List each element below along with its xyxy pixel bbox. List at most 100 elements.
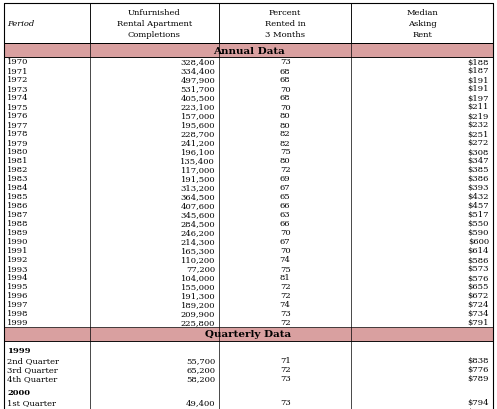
Text: $672: $672 xyxy=(468,292,489,300)
Text: Quarterly Data: Quarterly Data xyxy=(205,330,292,339)
Text: 68: 68 xyxy=(280,67,290,75)
Text: 55,700: 55,700 xyxy=(186,357,215,364)
Text: 191,500: 191,500 xyxy=(180,175,215,183)
Text: 497,900: 497,900 xyxy=(180,76,215,84)
Text: $308: $308 xyxy=(468,148,489,156)
Text: 63: 63 xyxy=(280,211,290,219)
Text: $576: $576 xyxy=(468,274,489,282)
Text: $219: $219 xyxy=(468,112,489,120)
Text: 1990: 1990 xyxy=(7,238,28,246)
Text: $655: $655 xyxy=(468,283,489,291)
Text: $251: $251 xyxy=(468,130,489,138)
Text: 82: 82 xyxy=(280,139,290,147)
Text: 195,600: 195,600 xyxy=(181,121,215,129)
Text: 72: 72 xyxy=(280,292,290,300)
Text: 58,200: 58,200 xyxy=(186,375,215,382)
Text: 223,100: 223,100 xyxy=(181,103,215,111)
Text: 68: 68 xyxy=(280,76,290,84)
Text: $385: $385 xyxy=(468,166,489,174)
Text: 191,300: 191,300 xyxy=(180,292,215,300)
Text: Annual Data: Annual Data xyxy=(213,46,284,55)
Text: 1999: 1999 xyxy=(7,319,28,327)
Text: 1987: 1987 xyxy=(7,211,28,219)
Text: 1999: 1999 xyxy=(7,347,30,355)
Text: 246,200: 246,200 xyxy=(181,229,215,237)
Text: Unfurnished: Unfurnished xyxy=(128,9,181,16)
Text: 209,900: 209,900 xyxy=(181,310,215,318)
Text: 334,400: 334,400 xyxy=(180,67,215,75)
Text: 75: 75 xyxy=(280,148,291,156)
Text: 328,400: 328,400 xyxy=(180,58,215,66)
Text: $188: $188 xyxy=(468,58,489,66)
Text: 4th Quarter: 4th Quarter xyxy=(7,375,57,382)
Text: 65: 65 xyxy=(280,193,290,201)
Text: $734: $734 xyxy=(467,310,489,318)
Text: 1992: 1992 xyxy=(7,256,28,264)
Text: 1st Quarter: 1st Quarter xyxy=(7,398,56,407)
Bar xyxy=(4,4,493,44)
Text: 70: 70 xyxy=(280,247,290,255)
Text: 73: 73 xyxy=(280,310,291,318)
Text: 1973: 1973 xyxy=(7,85,28,93)
Text: $614: $614 xyxy=(468,247,489,255)
Text: 1975: 1975 xyxy=(7,103,28,111)
Text: $432: $432 xyxy=(468,193,489,201)
Text: 66: 66 xyxy=(280,202,290,210)
Text: $191: $191 xyxy=(468,76,489,84)
Text: 313,200: 313,200 xyxy=(181,184,215,192)
Text: $838: $838 xyxy=(468,357,489,364)
Text: 66: 66 xyxy=(280,220,290,228)
Text: 68: 68 xyxy=(280,94,290,102)
Text: 80: 80 xyxy=(280,112,290,120)
Text: 3rd Quarter: 3rd Quarter xyxy=(7,366,58,373)
Text: Rented in: Rented in xyxy=(265,20,306,28)
Text: 241,200: 241,200 xyxy=(181,139,215,147)
Text: 189,200: 189,200 xyxy=(181,301,215,309)
Text: 81: 81 xyxy=(280,274,291,282)
Text: 214,300: 214,300 xyxy=(180,238,215,246)
Text: 1976: 1976 xyxy=(7,112,28,120)
Text: 71: 71 xyxy=(280,357,291,364)
Text: 76: 76 xyxy=(280,407,290,409)
Text: Asking: Asking xyxy=(408,20,436,28)
Text: 2nd Quarter: 2nd Quarter xyxy=(7,407,59,409)
Text: 1997: 1997 xyxy=(7,301,28,309)
Text: 364,500: 364,500 xyxy=(180,193,215,201)
Text: $789: $789 xyxy=(468,375,489,382)
Text: 1995: 1995 xyxy=(7,283,28,291)
Text: 73: 73 xyxy=(280,58,291,66)
Text: 2000: 2000 xyxy=(7,389,30,397)
Text: $550: $550 xyxy=(468,220,489,228)
Text: Rent: Rent xyxy=(412,31,432,39)
Text: 75: 75 xyxy=(280,265,291,273)
Text: 72: 72 xyxy=(280,283,290,291)
Text: 1986: 1986 xyxy=(7,202,28,210)
Text: 49,400: 49,400 xyxy=(186,398,215,407)
Text: 1979: 1979 xyxy=(7,139,28,147)
Text: 74: 74 xyxy=(280,256,291,264)
Text: 70: 70 xyxy=(280,103,290,111)
Text: $776: $776 xyxy=(468,366,489,373)
Text: 57,200: 57,200 xyxy=(186,407,215,409)
Text: 1977: 1977 xyxy=(7,121,28,129)
Text: $232: $232 xyxy=(468,121,489,129)
Text: 104,000: 104,000 xyxy=(181,274,215,282)
Text: 1989: 1989 xyxy=(7,229,28,237)
Text: 2nd Quarter: 2nd Quarter xyxy=(7,357,59,364)
Text: 80: 80 xyxy=(280,157,290,165)
Text: 1988: 1988 xyxy=(7,220,28,228)
Text: 1970: 1970 xyxy=(7,58,28,66)
Text: $393: $393 xyxy=(468,184,489,192)
Text: $573: $573 xyxy=(468,265,489,273)
Text: 80: 80 xyxy=(280,121,290,129)
Text: 1971: 1971 xyxy=(7,67,28,75)
Text: 1984: 1984 xyxy=(7,184,29,192)
Text: 1974: 1974 xyxy=(7,94,29,102)
Text: $791: $791 xyxy=(468,319,489,327)
Text: $600: $600 xyxy=(468,238,489,246)
Text: $794: $794 xyxy=(467,398,489,407)
Text: $191: $191 xyxy=(468,85,489,93)
Text: 1991: 1991 xyxy=(7,247,28,255)
Text: 165,300: 165,300 xyxy=(181,247,215,255)
Text: 3 Months: 3 Months xyxy=(265,31,305,39)
